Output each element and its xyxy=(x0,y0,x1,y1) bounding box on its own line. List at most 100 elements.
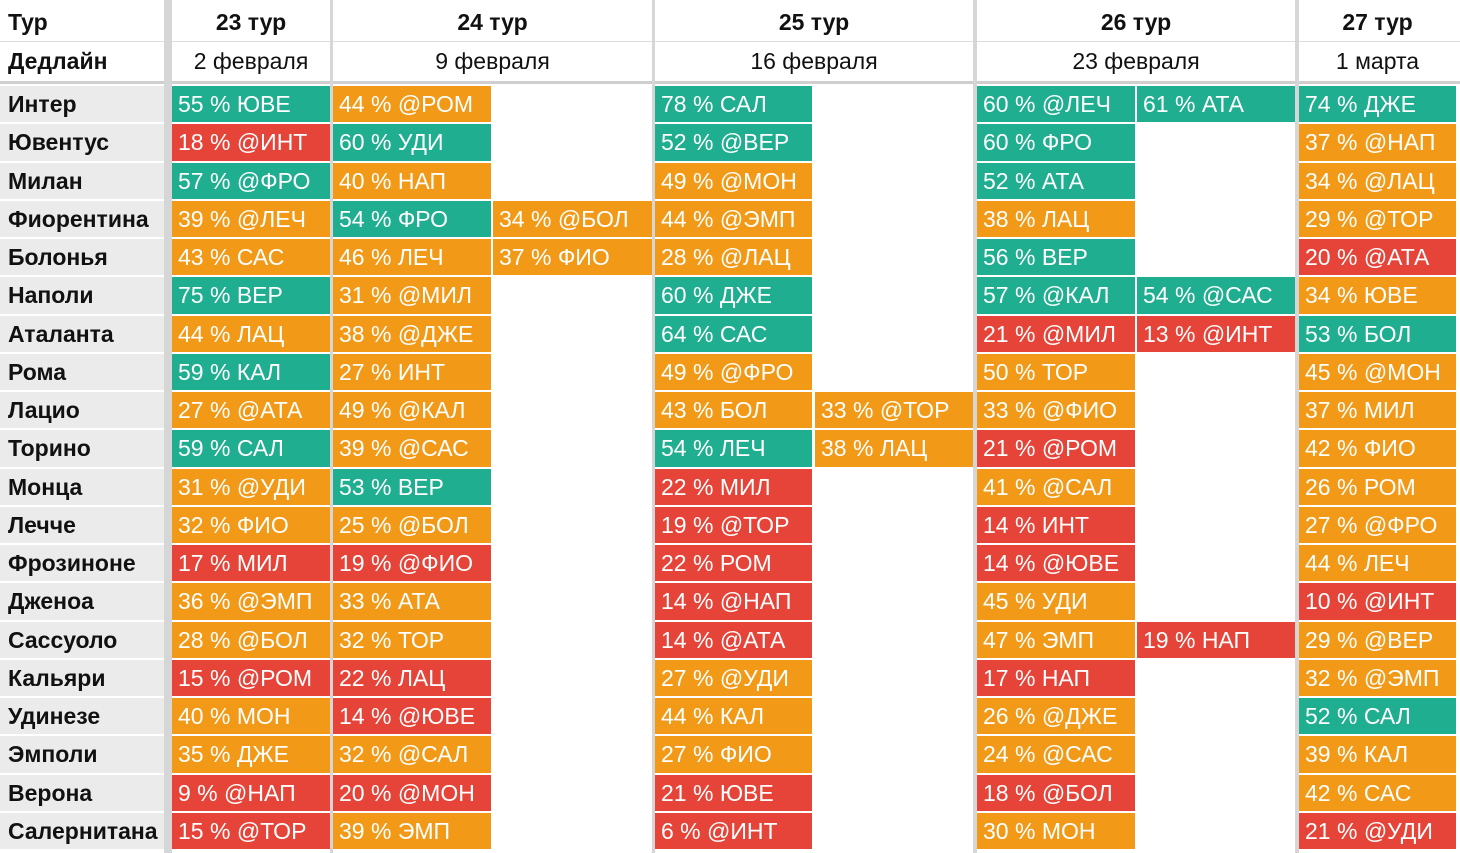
empty-cell[interactable] xyxy=(493,775,652,811)
fixture-cell[interactable]: 43 % БОЛ xyxy=(655,392,812,428)
fixture-cell[interactable]: 21 % @РОМ xyxy=(977,430,1135,467)
fixture-cell[interactable]: 47 % ЭМП xyxy=(977,622,1135,658)
fixture-cell[interactable]: 27 % @АТА xyxy=(172,392,330,428)
fixture-cell[interactable]: 74 % ДЖЕ xyxy=(1299,86,1456,122)
fixture-cell[interactable]: 15 % @РОМ xyxy=(172,660,330,696)
fixture-cell[interactable]: 45 % @МОН xyxy=(1299,354,1456,390)
fixture-cell[interactable]: 19 % НАП xyxy=(1137,622,1295,658)
empty-cell[interactable] xyxy=(1137,354,1295,390)
fixture-cell[interactable]: 57 % @КАЛ xyxy=(977,277,1135,314)
fixture-cell[interactable]: 18 % @БОЛ xyxy=(977,775,1135,811)
fixture-cell[interactable]: 38 % @ДЖЕ xyxy=(333,316,491,352)
fixture-cell[interactable]: 25 % @БОЛ xyxy=(333,507,491,543)
fixture-cell[interactable]: 49 % @КАЛ xyxy=(333,392,491,428)
fixture-cell[interactable]: 53 % ВЕР xyxy=(333,469,491,505)
empty-cell[interactable] xyxy=(815,660,973,696)
empty-cell[interactable] xyxy=(493,545,652,581)
fixture-cell[interactable]: 42 % САС xyxy=(1299,775,1456,811)
empty-cell[interactable] xyxy=(493,354,652,390)
empty-cell[interactable] xyxy=(493,813,652,849)
fixture-cell[interactable]: 17 % НАП xyxy=(977,660,1135,696)
fixture-cell[interactable]: 19 % @ТОР xyxy=(655,507,812,543)
fixture-cell[interactable]: 60 % ДЖЕ xyxy=(655,277,812,314)
fixture-cell[interactable]: 44 % ЛЕЧ xyxy=(1299,545,1456,581)
fixture-cell[interactable]: 39 % КАЛ xyxy=(1299,736,1456,773)
fixture-cell[interactable]: 33 % @ФИО xyxy=(977,392,1135,428)
fixture-cell[interactable]: 22 % МИЛ xyxy=(655,469,812,505)
fixture-cell[interactable]: 13 % @ИНТ xyxy=(1137,316,1295,352)
fixture-cell[interactable]: 41 % @САЛ xyxy=(977,469,1135,505)
empty-cell[interactable] xyxy=(815,622,973,658)
fixture-cell[interactable]: 37 % ФИО xyxy=(493,239,652,275)
fixture-cell[interactable]: 35 % ДЖЕ xyxy=(172,736,330,773)
fixture-cell[interactable]: 29 % @ВЕР xyxy=(1299,622,1456,658)
fixture-cell[interactable]: 60 % УДИ xyxy=(333,124,491,161)
empty-cell[interactable] xyxy=(493,507,652,543)
fixture-cell[interactable]: 49 % @МОН xyxy=(655,163,812,199)
fixture-cell[interactable]: 27 % @УДИ xyxy=(655,660,812,696)
empty-cell[interactable] xyxy=(815,354,973,390)
fixture-cell[interactable]: 30 % МОН xyxy=(977,813,1135,849)
fixture-cell[interactable]: 26 % @ДЖЕ xyxy=(977,698,1135,734)
empty-cell[interactable] xyxy=(493,392,652,428)
fixture-cell[interactable]: 57 % @ФРО xyxy=(172,163,330,199)
empty-cell[interactable] xyxy=(1137,660,1295,696)
fixture-cell[interactable]: 32 % @ЭМП xyxy=(1299,660,1456,696)
fixture-cell[interactable]: 38 % ЛАЦ xyxy=(815,430,973,467)
empty-cell[interactable] xyxy=(815,124,973,161)
empty-cell[interactable] xyxy=(815,775,973,811)
fixture-cell[interactable]: 27 % ИНТ xyxy=(333,354,491,390)
fixture-cell[interactable]: 60 % ФРО xyxy=(977,124,1135,161)
fixture-cell[interactable]: 28 % @БОЛ xyxy=(172,622,330,658)
fixture-cell[interactable]: 34 % ЮВЕ xyxy=(1299,277,1456,314)
fixture-cell[interactable]: 39 % @ЛЕЧ xyxy=(172,201,330,237)
empty-cell[interactable] xyxy=(1137,163,1295,199)
empty-cell[interactable] xyxy=(493,736,652,773)
empty-cell[interactable] xyxy=(1137,775,1295,811)
empty-cell[interactable] xyxy=(493,660,652,696)
fixture-cell[interactable]: 33 % АТА xyxy=(333,583,491,620)
fixture-cell[interactable]: 44 % КАЛ xyxy=(655,698,812,734)
fixture-cell[interactable]: 10 % @ИНТ xyxy=(1299,583,1456,620)
empty-cell[interactable] xyxy=(815,583,973,620)
fixture-cell[interactable]: 32 % ФИО xyxy=(172,507,330,543)
fixture-cell[interactable]: 54 % ФРО xyxy=(333,201,491,237)
fixture-cell[interactable]: 14 % @НАП xyxy=(655,583,812,620)
fixture-cell[interactable]: 75 % ВЕР xyxy=(172,277,330,314)
fixture-cell[interactable]: 38 % ЛАЦ xyxy=(977,201,1135,237)
empty-cell[interactable] xyxy=(1137,430,1295,467)
empty-cell[interactable] xyxy=(493,698,652,734)
fixture-cell[interactable]: 54 % @САС xyxy=(1137,277,1295,314)
fixture-cell[interactable]: 59 % КАЛ xyxy=(172,354,330,390)
fixture-cell[interactable]: 33 % @ТОР xyxy=(815,392,973,428)
fixture-cell[interactable]: 20 % @МОН xyxy=(333,775,491,811)
empty-cell[interactable] xyxy=(1137,583,1295,620)
fixture-cell[interactable]: 64 % САС xyxy=(655,316,812,352)
fixture-cell[interactable]: 56 % ВЕР xyxy=(977,239,1135,275)
fixture-cell[interactable]: 53 % БОЛ xyxy=(1299,316,1456,352)
fixture-cell[interactable]: 6 % @ИНТ xyxy=(655,813,812,849)
fixture-cell[interactable]: 18 % @ИНТ xyxy=(172,124,330,161)
empty-cell[interactable] xyxy=(493,124,652,161)
empty-cell[interactable] xyxy=(493,316,652,352)
empty-cell[interactable] xyxy=(1137,239,1295,275)
empty-cell[interactable] xyxy=(1137,124,1295,161)
fixture-cell[interactable]: 60 % @ЛЕЧ xyxy=(977,86,1135,122)
fixture-cell[interactable]: 29 % @ТОР xyxy=(1299,201,1456,237)
fixture-cell[interactable]: 43 % САС xyxy=(172,239,330,275)
fixture-cell[interactable]: 22 % РОМ xyxy=(655,545,812,581)
fixture-cell[interactable]: 61 % АТА xyxy=(1137,86,1295,122)
empty-cell[interactable] xyxy=(815,545,973,581)
fixture-cell[interactable]: 20 % @АТА xyxy=(1299,239,1456,275)
fixture-cell[interactable]: 14 % ИНТ xyxy=(977,507,1135,543)
fixture-cell[interactable]: 50 % ТОР xyxy=(977,354,1135,390)
fixture-cell[interactable]: 27 % @ФРО xyxy=(1299,507,1456,543)
fixture-cell[interactable]: 14 % @АТА xyxy=(655,622,812,658)
fixture-cell[interactable]: 28 % @ЛАЦ xyxy=(655,239,812,275)
fixture-cell[interactable]: 52 % @ВЕР xyxy=(655,124,812,161)
fixture-cell[interactable]: 19 % @ФИО xyxy=(333,545,491,581)
empty-cell[interactable] xyxy=(493,469,652,505)
empty-cell[interactable] xyxy=(815,277,973,314)
empty-cell[interactable] xyxy=(815,698,973,734)
fixture-cell[interactable]: 40 % НАП xyxy=(333,163,491,199)
